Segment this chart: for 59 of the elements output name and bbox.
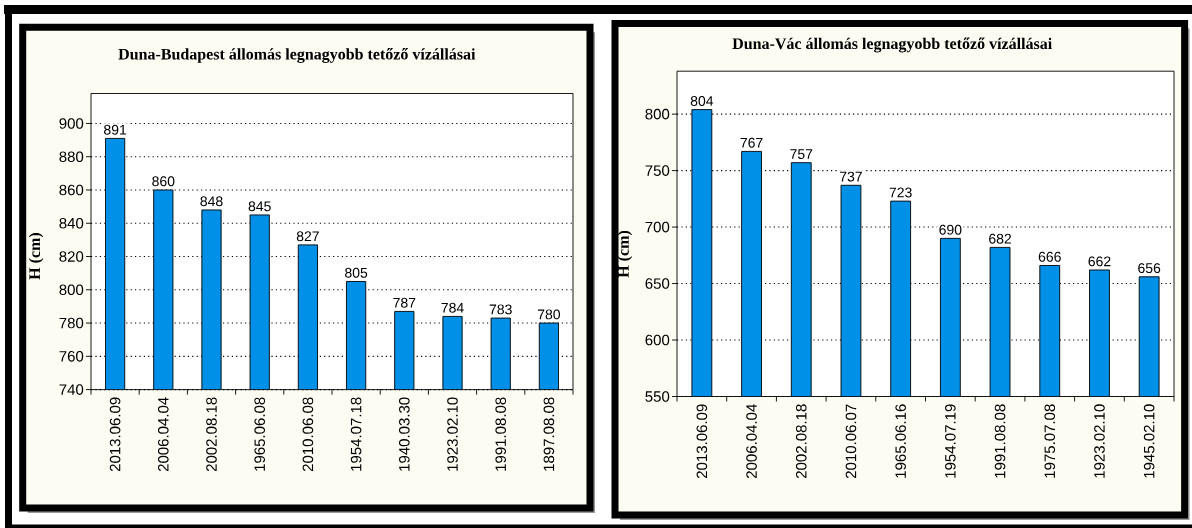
y-tick-label: 800 (59, 284, 84, 296)
data-label: 848 (200, 196, 223, 207)
x-tick-label: 1991.08.08 (994, 404, 1006, 478)
data-label: 723 (889, 187, 912, 198)
data-label: 784 (441, 302, 464, 313)
x-tick-label: 1965.06.08 (254, 397, 266, 471)
data-label: 662 (1088, 256, 1111, 267)
y-tick-label: 700 (645, 221, 670, 233)
x-tick-label: 2006.04.04 (158, 397, 169, 472)
data-label: 845 (248, 201, 271, 212)
y-tick-label: 750 (645, 165, 670, 176)
data-label: 682 (989, 233, 1012, 244)
x-tick-label: 2013.06.09 (696, 404, 708, 479)
chart-title: Duna-Budapest állomás legnagyobb tetőző vízállásai (118, 48, 476, 63)
y-tick-label: 860 (59, 184, 84, 196)
data-label: 757 (790, 149, 813, 159)
x-tick-label: 1991.08.08 (495, 397, 507, 471)
y-tick-label: 880 (59, 151, 84, 163)
data-label: 805 (345, 267, 368, 278)
data-label: 666 (1038, 251, 1061, 262)
x-tick-label: 2002.08.18 (206, 397, 217, 472)
data-label: 767 (740, 137, 763, 148)
data-label: 656 (1138, 263, 1161, 274)
data-label: 783 (489, 304, 512, 315)
x-tick-label: 1954.07.19 (945, 404, 956, 478)
x-tick-label: 2006.04.04 (746, 404, 757, 479)
x-tick-label: 2010.06.07 (845, 404, 857, 479)
x-tick-label: 1923.02.10 (1094, 404, 1105, 478)
x-tick-label: 1954.07.18 (350, 397, 362, 471)
y-axis-title: H (cm) (617, 230, 633, 278)
x-tick-label: 1923.02.10 (447, 397, 458, 471)
x-tick-label: 2002.08.18 (795, 404, 807, 479)
chart-title: Duna-Vác állomás legnagyobb tetőző vízállásai (732, 37, 1052, 53)
x-tick-label: 1975.07.08 (1044, 404, 1056, 478)
data-label: 891 (104, 124, 127, 135)
data-label: 690 (939, 224, 962, 235)
y-tick-label: 740 (59, 384, 84, 395)
y-tick-label: 820 (59, 251, 84, 262)
y-tick-label: 780 (59, 317, 84, 329)
y-tick-label: 900 (59, 118, 84, 129)
data-label: 827 (296, 231, 319, 242)
x-tick-label: 2010.06.08 (302, 397, 314, 472)
y-tick-label: 650 (645, 278, 670, 289)
y-tick-label: 800 (645, 108, 670, 120)
x-tick-label: 1945.02.10 (1143, 404, 1155, 478)
y-tick-label: 840 (59, 217, 84, 229)
data-label: 804 (690, 95, 714, 106)
y-axis-title: H (cm) (28, 233, 44, 280)
y-tick-label: 760 (59, 351, 84, 362)
x-tick-label: 1940.03.30 (399, 397, 410, 471)
x-tick-label: 1965.06.16 (895, 404, 906, 478)
x-tick-label: 2013.06.09 (109, 397, 121, 472)
data-label: 737 (840, 171, 862, 182)
y-tick-label: 550 (645, 391, 670, 402)
y-tick-label: 600 (645, 334, 670, 346)
data-label: 860 (152, 176, 175, 187)
x-tick-label: 1897.08.08 (543, 397, 555, 471)
data-label: 787 (393, 297, 416, 308)
data-label: 780 (537, 309, 561, 320)
